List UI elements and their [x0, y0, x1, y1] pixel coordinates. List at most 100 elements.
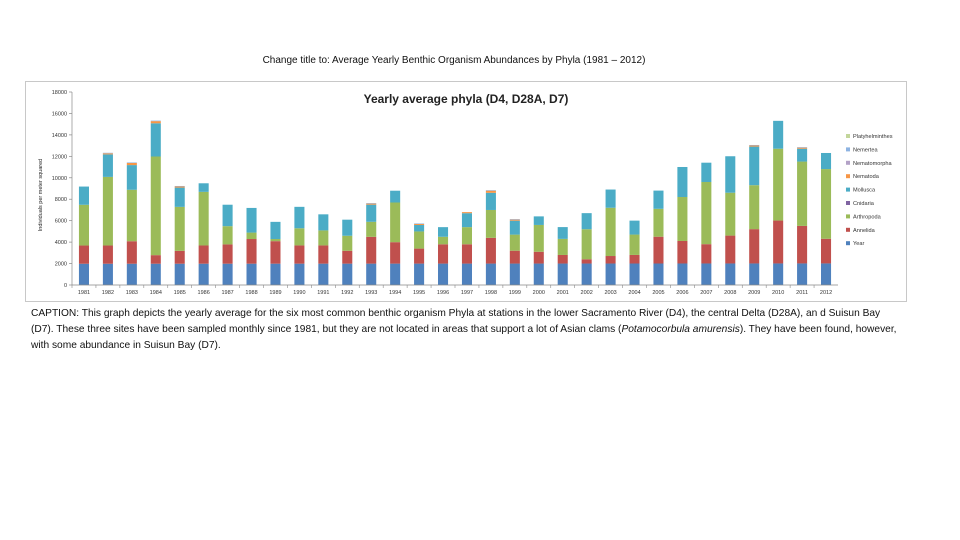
bar-segment-year [581, 263, 592, 285]
bar-segment-arthropoda [677, 197, 688, 241]
bar-segment-mollusca [150, 123, 161, 157]
caption: CAPTION: This graph depicts the yearly a… [31, 306, 901, 354]
bar-segment-nematoda [414, 223, 425, 226]
y-tick-label: 18000 [52, 90, 67, 96]
bar-segment-arthropoda [797, 161, 808, 226]
bar-segment-arthropoda [342, 235, 353, 251]
bar-segment-mollusca [485, 192, 496, 210]
bar-segment-year [102, 263, 113, 285]
x-tick-label: 2011 [796, 290, 808, 296]
bar-segment-mollusca [294, 206, 305, 229]
x-tick-label: 1995 [413, 290, 425, 296]
legend-label: Platyhelminthes [853, 134, 893, 140]
legend-swatch [846, 160, 850, 165]
bar-segment-year [725, 263, 736, 285]
bar-segment-mollusca [533, 216, 544, 225]
bar-segment-arthropoda [653, 208, 664, 237]
bar-segment-nematoda [150, 121, 161, 124]
legend-label: Cnidaria [853, 201, 875, 207]
bar-segment-year [126, 263, 137, 285]
bar-segment-year [629, 263, 640, 285]
bar-segment-arthropoda [222, 226, 233, 245]
bar-segment-annelida [797, 225, 808, 264]
legend-swatch [846, 241, 850, 246]
bar-segment-year [438, 263, 449, 285]
x-tick-label: 2004 [628, 290, 640, 296]
y-tick-label: 4000 [55, 240, 67, 246]
bar-segment-nematoda [461, 212, 472, 214]
x-tick-label: 2003 [604, 290, 616, 296]
y-tick-label: 12000 [52, 154, 67, 160]
x-tick-label: 2008 [724, 290, 736, 296]
x-tick-label: 2007 [700, 290, 712, 296]
y-tick-label: 8000 [55, 197, 67, 203]
chart-title-note: Change title to: Average Yearly Benthic … [262, 55, 646, 66]
bar-segment-arthropoda [533, 224, 544, 252]
bar-segment-mollusca [557, 227, 568, 239]
bar-segment-year [366, 263, 377, 285]
bar-segment-annelida [509, 250, 520, 264]
bar-segment-mollusca [222, 204, 233, 227]
bar-segment-arthropoda [485, 209, 496, 238]
bar-segment-year [605, 263, 616, 285]
legend-label: Nemertea [853, 147, 878, 153]
bar-segment-mollusca [390, 190, 401, 203]
bar-segment-mollusca [270, 221, 281, 240]
y-tick-label: 0 [64, 283, 67, 289]
x-tick-label: 1993 [365, 290, 377, 296]
bar-segment-arthropoda [414, 231, 425, 249]
bar-segment-arthropoda [78, 204, 89, 246]
legend-label: Nematoda [853, 174, 880, 180]
bar-segment-mollusca [653, 190, 664, 209]
x-axis: 1981 1982 1983 1984 1985 1986 1987 1988 1989 1990… [71, 284, 838, 296]
x-tick-label: 1997 [461, 290, 473, 296]
bar-segment-arthropoda [725, 192, 736, 236]
bar-segment-year [461, 263, 472, 285]
y-tick-label: 10000 [52, 176, 67, 182]
y-tick-label: 2000 [55, 262, 67, 268]
x-tick-label: 2006 [676, 290, 688, 296]
y-axis-label: Individuals per meter squared [38, 159, 44, 231]
bar-segment-mollusca [318, 214, 329, 231]
chart-title: Yearly average phyla (D4, D28A, D7) [364, 92, 569, 106]
legend-label: Arthropoda [853, 214, 882, 220]
bar-segment-arthropoda [102, 176, 113, 246]
legend-swatch [846, 147, 850, 152]
bar-segment-arthropoda [174, 206, 185, 251]
bar-segment-year [485, 263, 496, 285]
bar-segment-year [222, 263, 233, 285]
bar-segment-year [294, 263, 305, 285]
x-tick-label: 1992 [341, 290, 353, 296]
bar-segment-nemertea [509, 219, 520, 220]
bar-segment-mollusca [725, 156, 736, 193]
bar-segment-annelida [701, 244, 712, 264]
bar-segment-year [318, 263, 329, 285]
bar-segment-arthropoda [773, 148, 784, 221]
bar-segment-mollusca [677, 166, 688, 198]
bar-segment-nemertea [150, 120, 161, 122]
y-tick-label: 6000 [55, 219, 67, 225]
legend-swatch [846, 227, 850, 232]
bar-segment-year [150, 263, 161, 285]
bar-segment-annelida [174, 250, 185, 264]
bar-segment-arthropoda [749, 185, 760, 230]
bar-segment-nematoda [366, 203, 377, 205]
bar-segment-annelida [629, 254, 640, 264]
x-tick-label: 1986 [198, 290, 210, 296]
bar-segment-arthropoda [198, 191, 209, 246]
caption-species: Potamocorbula amurensis [621, 324, 740, 335]
x-tick-label: 1994 [389, 290, 401, 296]
bar-segment-annelida [390, 242, 401, 264]
bar-segment-year [198, 263, 209, 285]
bar-segment-annelida [342, 250, 353, 264]
y-tick-label: 16000 [52, 111, 67, 117]
bar-segment-annelida [461, 244, 472, 264]
bar-segment-annelida [126, 241, 137, 264]
bar-segment-mollusca [198, 183, 209, 192]
bar-segment-arthropoda [318, 230, 329, 246]
bar-segment-year [701, 263, 712, 285]
legend-swatch [846, 201, 850, 205]
bar-segment-nematoda [102, 153, 113, 155]
bar-segment-year [773, 263, 784, 285]
bar-segment-nemertea [797, 147, 808, 148]
